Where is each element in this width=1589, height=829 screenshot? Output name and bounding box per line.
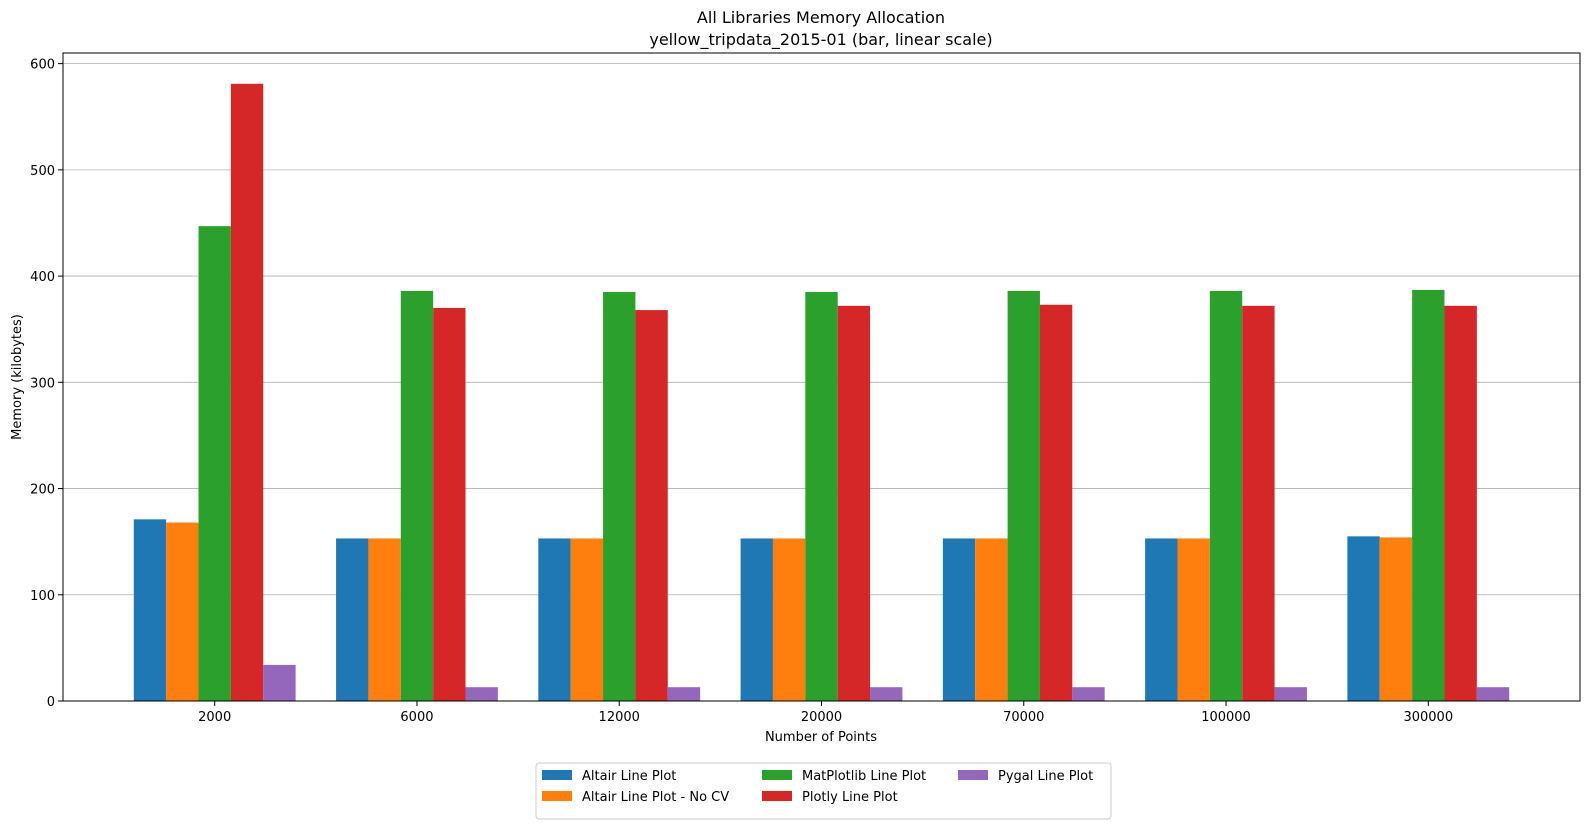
x-tick-label: 2000 <box>198 710 231 725</box>
bar <box>772 538 806 701</box>
bar <box>1444 305 1477 701</box>
bar <box>1145 538 1178 701</box>
y-tick-label: 300 <box>30 376 55 391</box>
legend-label: Altair Line Plot <box>582 769 676 784</box>
bar <box>538 538 571 701</box>
y-tick-label: 400 <box>30 270 55 285</box>
x-tick-label: 70000 <box>1003 710 1044 725</box>
plot-frame <box>62 52 1581 702</box>
legend-swatch <box>762 770 792 780</box>
legend-label: Altair Line Plot - No CV <box>582 790 729 805</box>
x-tick-label: 12000 <box>599 710 640 725</box>
y-tick-label: 200 <box>30 483 55 498</box>
bar <box>1347 536 1380 701</box>
x-tick-label: 300000 <box>1403 710 1453 725</box>
bar <box>1476 687 1510 701</box>
bar <box>1072 687 1105 701</box>
bar <box>1412 289 1445 701</box>
bar <box>740 538 773 701</box>
bar <box>263 664 296 701</box>
bar <box>975 538 1008 701</box>
bar <box>1209 290 1243 701</box>
legend-swatch <box>762 791 792 801</box>
bars <box>133 83 1510 701</box>
bar <box>942 538 976 701</box>
axes: 0 100 200 300 400 500 600 2000 6000 12000 20000 700… <box>30 52 1581 725</box>
bar <box>368 538 401 701</box>
bar <box>570 538 604 701</box>
legend-swatch <box>958 770 988 780</box>
legend-label: Pygal Line Plot <box>998 769 1093 784</box>
bar <box>166 522 199 701</box>
bar <box>400 290 434 701</box>
legend-swatch <box>542 791 572 801</box>
bar <box>433 307 466 701</box>
chart-title: All Libraries Memory Allocation <box>697 8 945 27</box>
legend-swatch <box>542 770 572 780</box>
bar <box>1007 290 1040 701</box>
bar <box>635 310 668 701</box>
bar <box>1379 537 1413 701</box>
bar <box>230 83 264 701</box>
legend: Altair Line Plot Altair Line Plot - No CV… <box>535 762 1112 820</box>
bar <box>667 687 701 701</box>
bar <box>336 538 369 701</box>
y-tick-label: 600 <box>30 58 55 73</box>
y-axis-label: Memory (kilobytes) <box>10 314 25 440</box>
legend-label: MatPlotlib Line Plot <box>802 769 926 784</box>
x-tick-label: 100000 <box>1201 710 1251 725</box>
bar <box>1242 305 1275 701</box>
y-tick-label: 0 <box>47 695 55 710</box>
bar <box>1177 538 1210 701</box>
x-axis-label: Number of Points <box>765 730 877 745</box>
y-tick-label: 100 <box>30 589 55 604</box>
bar <box>465 687 498 701</box>
bar <box>870 687 903 701</box>
y-tick-label: 500 <box>30 164 55 179</box>
bar <box>837 305 871 701</box>
bar <box>603 292 636 701</box>
bar <box>133 519 167 701</box>
chart-subtitle: yellow_tripdata_2015-01 (bar, linear sca… <box>649 30 992 50</box>
bar <box>805 292 838 701</box>
bar <box>198 226 231 701</box>
legend-label: Plotly Line Plot <box>802 790 898 805</box>
x-tick-label: 20000 <box>801 710 842 725</box>
x-tick-label: 6000 <box>400 710 433 725</box>
bar <box>1274 687 1307 701</box>
bar <box>1039 304 1073 701</box>
